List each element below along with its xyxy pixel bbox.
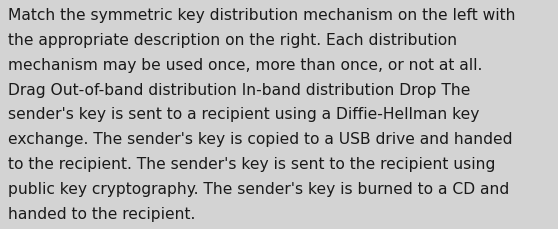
Text: Drag Out-of-band distribution In-band distribution Drop The: Drag Out-of-band distribution In-band di… [8, 82, 470, 97]
Text: to the recipient. The sender's key is sent to the recipient using: to the recipient. The sender's key is se… [8, 156, 495, 171]
Text: the appropriate description on the right. Each distribution: the appropriate description on the right… [8, 33, 457, 48]
Text: mechanism may be used once, more than once, or not at all.: mechanism may be used once, more than on… [8, 57, 482, 72]
Text: sender's key is sent to a recipient using a Diffie-Hellman key: sender's key is sent to a recipient usin… [8, 107, 479, 122]
Text: handed to the recipient.: handed to the recipient. [8, 206, 195, 221]
Text: exchange. The sender's key is copied to a USB drive and handed: exchange. The sender's key is copied to … [8, 132, 512, 147]
Text: public key cryptography. The sender's key is burned to a CD and: public key cryptography. The sender's ke… [8, 181, 509, 196]
Text: Match the symmetric key distribution mechanism on the left with: Match the symmetric key distribution mec… [8, 8, 515, 23]
